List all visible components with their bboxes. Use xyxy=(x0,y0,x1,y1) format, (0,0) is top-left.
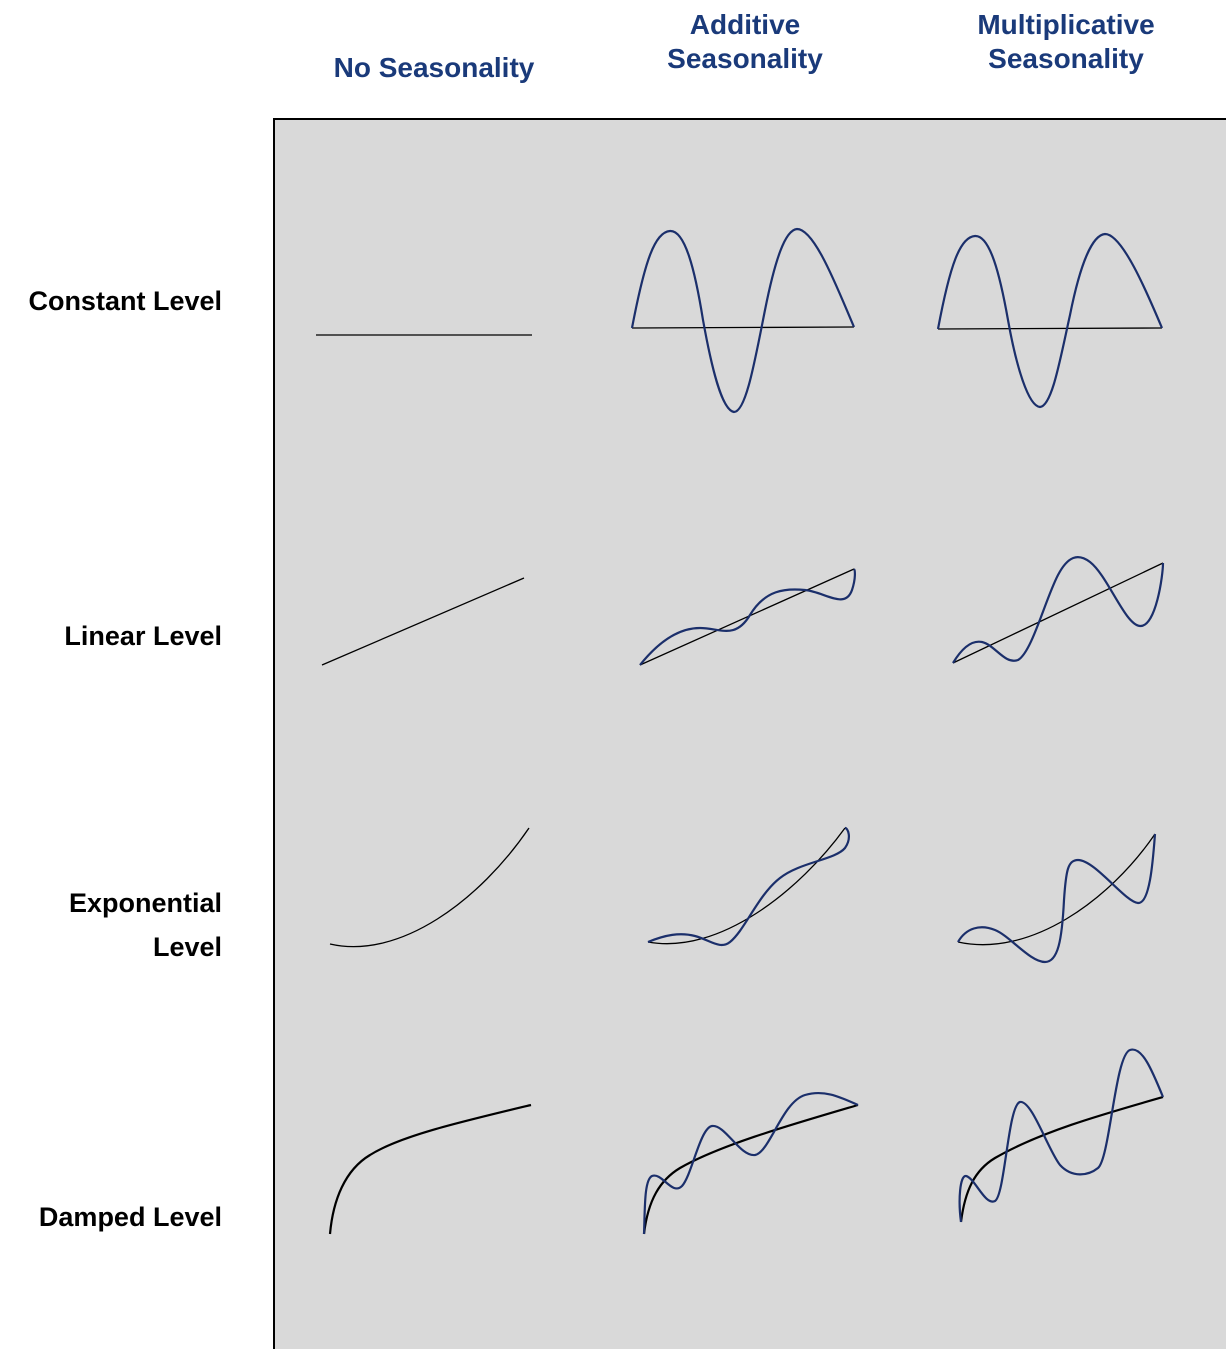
seasonal-curve xyxy=(957,833,1157,964)
row-header-constant-level: Constant Level xyxy=(0,279,222,323)
trend-line xyxy=(642,1103,859,1235)
trend-line xyxy=(957,833,1156,946)
column-header-additive-line2: Seasonality xyxy=(667,43,823,74)
column-header-additive-line1: Additive xyxy=(689,9,801,40)
column-header-multiplicative-line1: Multiplicative xyxy=(977,9,1155,40)
seasonal-curve xyxy=(958,1048,1165,1223)
row-header-damped-text: Damped Level xyxy=(38,1202,222,1232)
trend-line xyxy=(937,327,1163,330)
seasonal-curve xyxy=(647,826,850,947)
column-header-no-seasonality-text: No Seasonality xyxy=(333,52,535,83)
cell-damped-no-seasonality xyxy=(328,1103,532,1235)
cell-constant-additive xyxy=(630,227,856,414)
row-header-damped-level: Damped Level xyxy=(0,1195,222,1239)
trend-line xyxy=(639,568,855,666)
cell-exponential-additive xyxy=(647,826,850,947)
cell-linear-additive xyxy=(639,568,856,666)
column-header-no-seasonality: No Seasonality xyxy=(284,51,584,85)
cell-linear-no-seasonality xyxy=(321,577,525,666)
row-header-exponential-line2: Level xyxy=(152,932,222,962)
seasonal-curve xyxy=(639,568,856,666)
trend-line xyxy=(647,827,846,945)
row-header-exponential-line1: Exponential xyxy=(68,888,222,918)
trend-line xyxy=(328,1103,532,1235)
cell-damped-multiplicative xyxy=(958,1048,1165,1223)
seasonal-curve xyxy=(936,232,1164,409)
column-header-multiplicative-seasonality: Multiplicative Seasonality xyxy=(916,8,1216,76)
row-header-exponential-level: Exponential Level xyxy=(0,881,222,969)
row-header-linear-text: Linear Level xyxy=(64,621,222,651)
trend-line xyxy=(329,827,530,948)
trend-line xyxy=(631,326,855,329)
cell-linear-multiplicative xyxy=(952,556,1165,664)
column-header-multiplicative-line2: Seasonality xyxy=(988,43,1144,74)
seasonal-curve xyxy=(952,556,1165,664)
seasonal-curve xyxy=(630,227,856,414)
trend-line xyxy=(952,562,1164,664)
column-header-additive-seasonality: Additive Seasonality xyxy=(595,8,895,76)
cell-constant-multiplicative xyxy=(936,232,1164,409)
trend-line xyxy=(959,1095,1164,1223)
cell-damped-additive xyxy=(642,1091,859,1235)
cell-exponential-multiplicative xyxy=(957,833,1157,964)
seasonal-curve xyxy=(642,1091,859,1235)
row-header-constant-text: Constant Level xyxy=(28,286,222,316)
trend-line xyxy=(321,577,525,666)
row-header-linear-level: Linear Level xyxy=(0,614,222,658)
cell-exponential-no-seasonality xyxy=(329,827,530,948)
